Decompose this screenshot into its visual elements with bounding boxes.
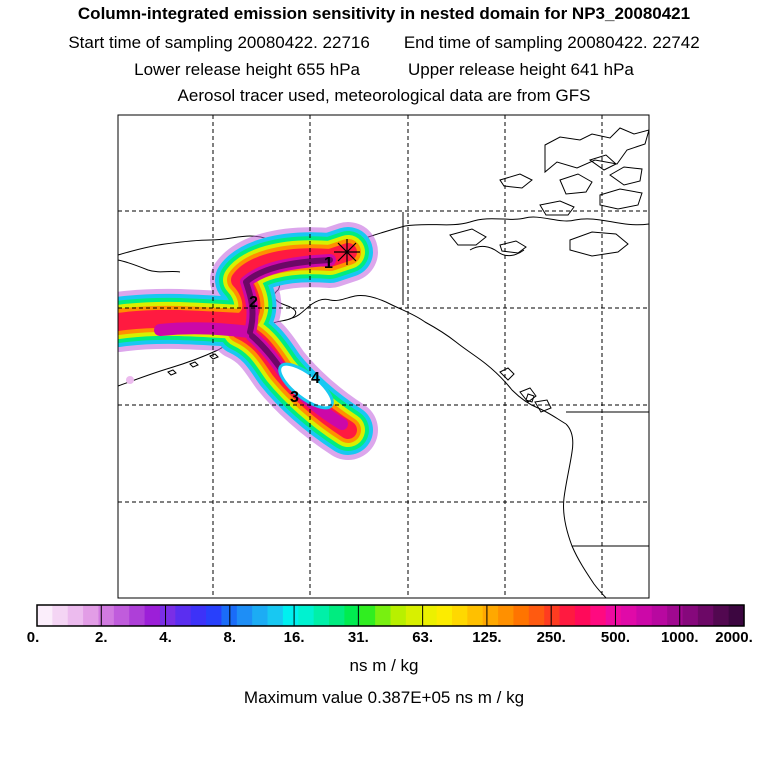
release-heights: Lower release height 655 hPa Upper releas… <box>0 60 768 80</box>
colorbar-cell <box>513 605 530 626</box>
marker-3: 3 <box>290 389 299 406</box>
colorbar-cell <box>421 605 438 626</box>
colorbar-cell <box>113 605 130 626</box>
colorbar-cell <box>236 605 253 626</box>
colorbar-tick-label: 63. <box>412 629 434 646</box>
colorbar-cell <box>574 605 591 626</box>
colorbar-tick-label: 0. <box>26 629 40 646</box>
colorbar-cell <box>206 605 223 626</box>
colorbar-cell <box>329 605 345 626</box>
colorbar-cell <box>37 605 53 626</box>
colorbar-tick-label: 250. <box>536 629 566 646</box>
colorbar-tick-label: 2. <box>95 629 108 646</box>
colorbar-cell <box>282 605 299 626</box>
sensitivity-plume <box>118 222 378 460</box>
release-point-marker <box>334 239 360 265</box>
colorbar-cell <box>713 605 730 626</box>
colorbar-cell <box>190 605 207 626</box>
marker-4: 4 <box>311 370 320 387</box>
colorbar-cell <box>651 605 668 626</box>
graticule <box>118 115 649 598</box>
colorbar-cell <box>697 605 714 626</box>
colorbar-cell <box>667 605 684 626</box>
colorbar-cell <box>436 605 453 626</box>
colorbar-cell <box>375 605 392 626</box>
colorbar-cell <box>728 605 745 626</box>
colorbar-cell <box>528 605 545 626</box>
colorbar-cell <box>298 605 315 626</box>
start-time: Start time of sampling 20080422. 22716 <box>68 33 370 52</box>
colorbar-tick-label: 500. <box>600 629 631 646</box>
map-background <box>118 115 649 598</box>
colorbar-cell <box>682 605 699 626</box>
colorbar-cell <box>559 605 576 626</box>
colorbar-cell <box>390 605 407 626</box>
upper-release-height: Upper release height 641 hPa <box>408 60 634 79</box>
sampling-times: Start time of sampling 20080422. 22716 En… <box>0 33 768 53</box>
colorbar-cell <box>313 605 330 626</box>
colorbar-cell <box>451 605 468 626</box>
colorbar-cell <box>482 605 499 626</box>
colorbar-cell <box>52 605 69 626</box>
colorbar-tick-label: 8. <box>223 629 237 646</box>
lower-release-height: Lower release height 655 hPa <box>134 60 360 79</box>
colorbar-cell <box>144 605 161 626</box>
colorbar-cell <box>67 605 84 626</box>
colorbar-cell <box>359 605 376 626</box>
colorbar-tick-label: 125. <box>472 629 502 646</box>
colorbar-cell <box>636 605 653 626</box>
map-frame <box>117 114 650 599</box>
colorbar-cell <box>344 605 361 626</box>
colorbar-cell <box>267 605 284 626</box>
colorbar-cell <box>129 605 146 626</box>
colorbar-tick-label: 31. <box>347 629 369 646</box>
end-time: End time of sampling 20080422. 22742 <box>403 33 700 52</box>
tracer-info: Aerosol tracer used, meteorological data… <box>177 86 591 105</box>
colorbar-cell <box>605 605 622 626</box>
colorbar-cell <box>98 605 115 626</box>
colorbar-frame <box>36 604 745 627</box>
colorbar-cell <box>467 605 484 626</box>
colorbar-tick-label: 16. <box>283 629 305 646</box>
colorbar-cell <box>498 605 515 626</box>
colorbar-tick-label: 2000. <box>715 629 753 646</box>
colorbar-tick-label: 4. <box>159 629 172 646</box>
colorbar-cell <box>159 605 176 626</box>
marker-1: 1 <box>324 255 333 272</box>
colorbar-cell <box>405 605 422 626</box>
colorbar-tick-label: 1000. <box>660 629 699 646</box>
colorbar-cell <box>175 605 192 626</box>
maximum-value: Maximum value 0.387E+05 ns m / kg <box>243 688 525 707</box>
colorbar-cell <box>621 605 638 626</box>
colorbar-cell <box>83 605 100 626</box>
colorbar-units: ns m / kg <box>349 656 419 675</box>
marker-2: 2 <box>249 294 258 311</box>
colorbar-cell <box>590 605 607 626</box>
colorbar-cell <box>544 605 561 626</box>
colorbar-cell <box>252 605 269 626</box>
plot-title: Column-integrated emission sensitivity i… <box>77 4 691 23</box>
